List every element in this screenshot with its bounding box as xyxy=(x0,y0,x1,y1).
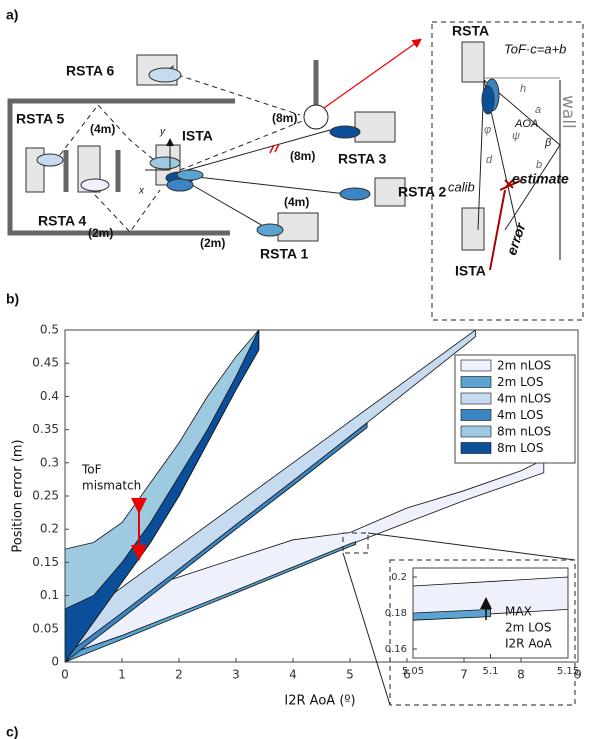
node-label: RSTA 2 xyxy=(398,184,446,200)
symbol: AOA xyxy=(514,118,538,130)
legend-swatch xyxy=(460,376,492,388)
symbol: ψ xyxy=(512,130,520,142)
x-tick-label: 4 xyxy=(289,668,297,682)
legend-swatch xyxy=(460,425,492,438)
y-tick-label: 0.25 xyxy=(32,489,59,503)
legend-swatch xyxy=(460,392,492,405)
x-tick-label: 1 xyxy=(118,668,126,682)
node-label: RSTA 4 xyxy=(38,213,86,229)
x-tick-label: 5.05 xyxy=(402,666,424,677)
symbol: a xyxy=(535,104,541,116)
symbol: b xyxy=(536,159,542,171)
y-tick-label: 0 xyxy=(51,655,59,669)
node-label: RSTA 5 xyxy=(16,111,64,127)
legend-label: 8m nLOS xyxy=(497,425,551,439)
node-label: RSTA 3 xyxy=(338,151,386,167)
detail-diagram xyxy=(431,21,584,321)
x-tick-label: 5 xyxy=(346,668,354,682)
symbol: h xyxy=(520,83,526,95)
y-tick-label: 0.16 xyxy=(385,644,407,655)
annotation: MAX xyxy=(505,605,532,619)
distance-label: (8m) xyxy=(290,149,315,163)
y-tick-label: 0.2 xyxy=(40,522,59,536)
floorplan xyxy=(7,38,422,242)
formula: ToF·c=a+b xyxy=(504,41,566,56)
annotation: ToF xyxy=(81,463,102,477)
y-tick-label: 0.3 xyxy=(40,455,59,469)
y-tick-label: 0.15 xyxy=(32,555,59,569)
legend: 2m nLOS 2m LOS 4m nLOS 4m LOS 8m nLOS 8m LOS xyxy=(454,354,576,464)
panel-label: a) xyxy=(6,7,18,23)
y-axis-label: Position error (m) xyxy=(11,439,26,552)
inset-axes: 5.05 5.1 5.15 0.16 0.18 0.2 xyxy=(385,572,579,677)
panel-label: b) xyxy=(6,291,19,307)
y-tick-label: 0.2 xyxy=(391,572,407,583)
estimate-label: estimate xyxy=(512,171,569,187)
x-tick-label: 8 xyxy=(517,668,525,682)
y-tick-label: 0.05 xyxy=(32,621,59,635)
legend-swatch xyxy=(460,359,492,372)
legend-label: 4m nLOS xyxy=(497,392,551,406)
error-label: error xyxy=(503,220,529,258)
legend-swatch xyxy=(460,409,492,421)
symbol: φ xyxy=(484,124,491,136)
axis-label: y xyxy=(159,127,166,138)
distance-label: (4m) xyxy=(90,122,115,136)
x-tick-label: 7 xyxy=(460,668,468,682)
distance-label: (8m) xyxy=(272,111,297,125)
calib-label: calib xyxy=(448,179,475,194)
annotation: I2R AoA xyxy=(505,637,553,651)
wall-label: wall xyxy=(558,95,578,129)
x-tick-label: 3 xyxy=(232,668,240,682)
distance-label: (4m) xyxy=(284,195,309,209)
symbol: d xyxy=(486,154,493,166)
annotation: mismatch xyxy=(82,479,141,493)
x-tick-label: 9 xyxy=(574,668,582,682)
band xyxy=(65,541,357,662)
y-tick-label: 0.5 xyxy=(40,323,59,337)
panel-label: c) xyxy=(6,724,18,739)
axes: 0 1 2 3 4 5 6 7 8 9 0 0.05 0.1 0.15 0.2 0.25 0.3 0.35 0.4 0… xyxy=(32,323,582,682)
distance-label: (2m) xyxy=(88,226,113,240)
legend-label: 4m LOS xyxy=(497,408,543,422)
band xyxy=(413,608,491,621)
x-tick-label: 5.1 xyxy=(483,666,499,677)
y-tick-label: 0.45 xyxy=(32,356,59,370)
band xyxy=(65,422,368,662)
node-label: RSTA 1 xyxy=(260,246,308,262)
legend-label: 2m LOS xyxy=(497,375,543,389)
y-tick-label: 0.18 xyxy=(385,608,407,619)
legend-swatch xyxy=(460,442,492,454)
node-label: ISTA xyxy=(182,128,213,144)
axis-label: x xyxy=(138,186,145,197)
y-tick-label: 0.35 xyxy=(32,422,59,436)
x-tick-label: 2 xyxy=(175,668,183,682)
y-tick-label: 0.4 xyxy=(40,389,59,403)
legend-label: 2m nLOS xyxy=(497,359,551,373)
symbol: β xyxy=(544,137,552,149)
legend-label: 8m LOS xyxy=(497,441,543,455)
x-tick-label: 5.15 xyxy=(557,666,579,677)
annotation: 2m LOS xyxy=(505,621,551,635)
x-axis-label: I2R AoA (º) xyxy=(284,694,355,709)
x-tick-label: 0 xyxy=(61,668,69,682)
node-label: RSTA 6 xyxy=(66,63,114,79)
x-tick-label: 6 xyxy=(403,668,411,682)
node-label: ISTA xyxy=(455,263,486,279)
distance-label: (2m) xyxy=(200,236,225,250)
y-tick-label: 0.1 xyxy=(40,588,59,602)
plot xyxy=(65,330,545,662)
node-label: RSTA xyxy=(452,23,489,39)
